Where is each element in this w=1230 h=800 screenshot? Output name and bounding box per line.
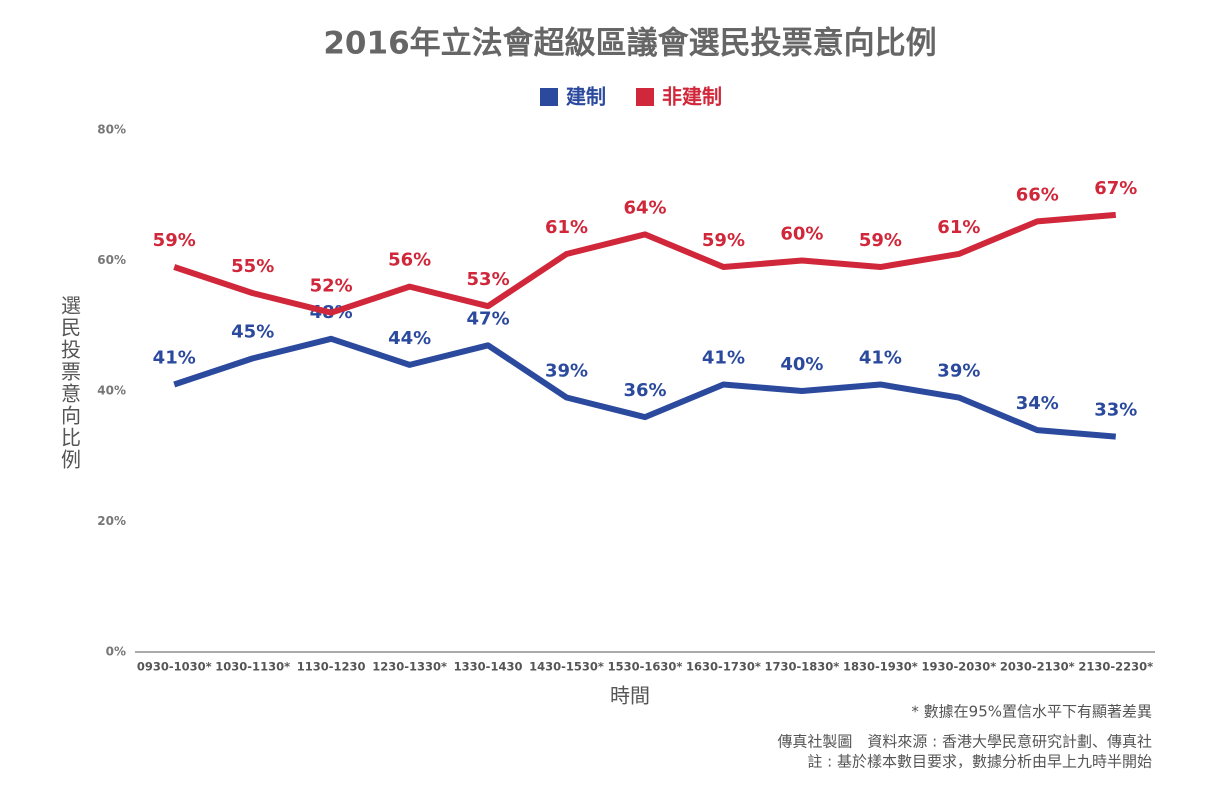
data-label: 40% (780, 354, 823, 375)
data-label: 34% (1016, 393, 1059, 414)
data-label: 36% (623, 380, 666, 401)
y-tick-label: 60% (97, 253, 126, 267)
y-tick-label: 0% (106, 645, 126, 659)
legend-swatch (540, 88, 558, 106)
x-tick-label: 2130-2230* (1078, 660, 1153, 674)
data-label: 66% (1016, 184, 1059, 205)
x-tick-label: 1930-2030* (921, 660, 996, 674)
legend-label: 非建制 (662, 85, 722, 109)
source-note: 傳真社製圖 資料來源 : 香港大學民意研究計劃、傳真社 (777, 733, 1152, 751)
y-tick-label: 40% (97, 384, 126, 398)
data-label: 41% (153, 347, 196, 368)
data-label: 60% (780, 224, 823, 245)
x-tick-label: 1230-1330* (372, 660, 447, 674)
y-axis-title: 選民投票意向比例 (58, 295, 82, 471)
data-label: 64% (623, 197, 666, 218)
x-tick-label: 1630-1730* (686, 660, 761, 674)
x-tick-label: 1030-1130* (215, 660, 290, 674)
footnote: * 數據在95%置信水平下有顯著差異 (911, 703, 1152, 721)
series-line (173, 211, 1117, 316)
x-tick-label: 1530-1630* (608, 660, 683, 674)
data-label: 45% (231, 321, 274, 342)
data-label: 59% (702, 230, 745, 251)
x-tick-label: 1330-1430 (454, 660, 523, 674)
data-label: 53% (467, 269, 510, 290)
x-tick-label: 2030-2130* (1000, 660, 1075, 674)
x-tick-label: 1730-1830* (765, 660, 840, 674)
x-tick-label: 1830-1930* (843, 660, 918, 674)
data-label: 55% (231, 256, 274, 277)
x-axis-title: 時間 (610, 684, 650, 708)
series-line (173, 335, 1117, 440)
data-label: 39% (937, 361, 980, 382)
data-label: 61% (937, 217, 980, 238)
data-label: 47% (467, 308, 510, 329)
chart-title: 2016年立法會超級區議會選民投票意向比例 (323, 26, 936, 62)
x-tick-label: 0930-1030* (137, 660, 212, 674)
data-label: 56% (388, 250, 431, 271)
y-tick-label: 20% (97, 514, 126, 528)
data-label: 61% (545, 217, 588, 238)
data-label: 59% (153, 230, 196, 251)
data-label: 41% (702, 347, 745, 368)
x-tick-label: 1430-1530* (529, 660, 604, 674)
data-label: 52% (310, 276, 353, 297)
legend-swatch (636, 88, 654, 106)
y-tick-label: 80% (97, 123, 126, 137)
data-label: 67% (1094, 178, 1137, 199)
method-note: 註 : 基於樣本數目要求，數據分析由早上九時半開始 (807, 753, 1152, 771)
legend-label: 建制 (566, 85, 606, 109)
data-label: 33% (1094, 400, 1137, 421)
data-label: 59% (859, 230, 902, 251)
data-label: 39% (545, 361, 588, 382)
data-label: 41% (859, 347, 902, 368)
data-label: 44% (388, 328, 431, 349)
x-tick-label: 1130-1230 (297, 660, 366, 674)
